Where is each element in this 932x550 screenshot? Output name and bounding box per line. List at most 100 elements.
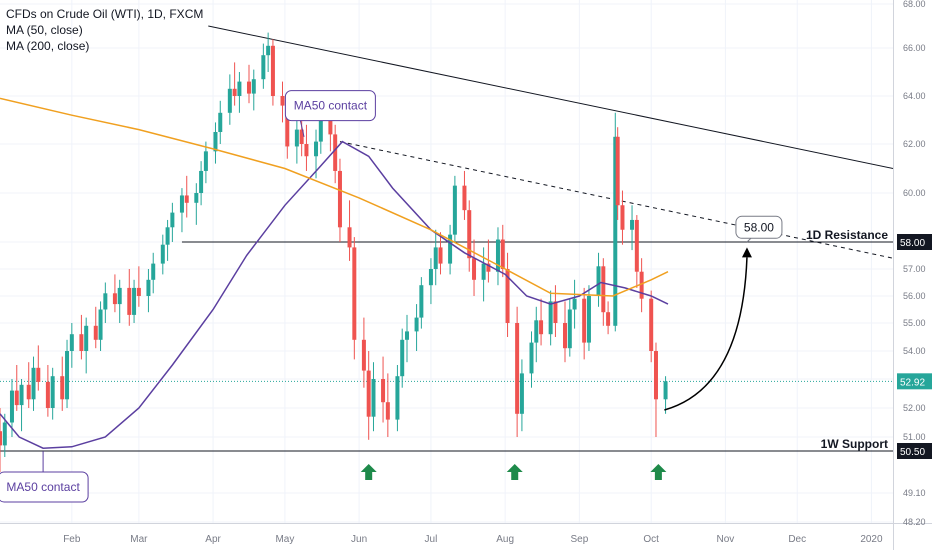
ma200-legend-label: MA (200, close) (6, 39, 90, 53)
candle-body (467, 210, 472, 259)
candle-body (582, 298, 587, 343)
candle-down (361, 317, 366, 388)
price-tick-label: 56.00 (903, 291, 926, 301)
candle-body (203, 151, 208, 171)
candle-down (304, 124, 309, 171)
candle-body (26, 384, 31, 400)
candle-up (586, 285, 591, 351)
ma50-line (0, 140, 669, 449)
candle-body (366, 370, 371, 417)
price-tick-label: 64.00 (903, 91, 926, 101)
candle-body (45, 381, 50, 408)
candle-body (218, 112, 223, 132)
candle-body (639, 271, 644, 299)
candle-up (433, 229, 438, 286)
ma50-contact-top-callout-pointer (299, 120, 305, 137)
ma50-contact-top-callout: MA50 contact (284, 90, 376, 137)
candle-body (649, 298, 654, 351)
candle-up (448, 224, 453, 275)
candle-body (318, 120, 323, 142)
candle-up (2, 413, 7, 457)
price-tick-label: 66.00 (903, 43, 926, 53)
candle-up (395, 365, 400, 432)
annotations: MA50 contact MA50 contact 58.00 (0, 90, 783, 503)
candle-body (606, 312, 611, 326)
candle-down (462, 170, 467, 220)
candle-up (400, 328, 405, 388)
candle-body (285, 105, 290, 147)
candle-body (452, 185, 457, 235)
support-price-label: 50.50 (897, 443, 932, 459)
support-label: 1W Support (821, 437, 888, 451)
candle-body (495, 239, 500, 272)
candle-up (414, 304, 419, 351)
candle-up (160, 234, 165, 275)
candle-body (653, 351, 658, 400)
ma50-contact-top-callout-text: MA50 contact (294, 99, 368, 113)
candle-up (151, 252, 156, 294)
candle-body (596, 266, 601, 296)
time-axis: Feb Mar Apr May Jun Jul Aug Sep Oct Nov Dec 2020 (63, 534, 883, 545)
candle-down (352, 237, 357, 360)
ma50-legend-label: MA (50, close) (6, 23, 83, 37)
candle-body (14, 390, 19, 406)
candle-body (481, 263, 486, 280)
arrowhead-icon (741, 247, 752, 258)
candle-up (199, 161, 204, 206)
candle-body (529, 342, 534, 374)
target-price-callout-box (735, 215, 783, 239)
candle-up (261, 43, 266, 89)
candle-up (452, 175, 457, 242)
candle-down (79, 314, 84, 360)
up-arrow-icon (650, 464, 667, 480)
price-tick-label: 54.00 (903, 346, 926, 356)
candle-down (184, 175, 189, 218)
candle-up (481, 247, 486, 302)
candle-body (84, 325, 89, 351)
candle-up (630, 205, 635, 251)
candle-up (596, 252, 601, 307)
candle-body (381, 379, 386, 403)
time-tick-label: Apr (205, 534, 221, 545)
candle-up (428, 258, 433, 305)
key-levels: 1D Resistance 1W Support (0, 228, 893, 452)
candle-body (31, 367, 36, 400)
candle-down (36, 345, 41, 391)
candle-body (280, 96, 285, 106)
candle-body (132, 287, 137, 315)
time-tick-label: 2020 (860, 534, 883, 545)
candle-down (246, 64, 251, 104)
price-tick-label: 57.00 (903, 264, 926, 274)
candle-up (98, 301, 103, 351)
price-tick-label: 51.00 (903, 432, 926, 442)
candle-body (472, 258, 477, 280)
candle-body (251, 79, 256, 94)
candle-up (213, 122, 218, 164)
target-price-callout-text: 58.00 (744, 220, 774, 234)
resistance-price-label: 58.00 (897, 234, 932, 250)
candle-down (649, 290, 654, 363)
price-tick-label: 68.00 (903, 0, 926, 9)
candle-body (127, 287, 132, 315)
up-arrow-icon (360, 464, 377, 480)
candle-body (213, 132, 218, 152)
candle-up (165, 219, 170, 261)
candle-body (428, 269, 433, 286)
candle-body (69, 334, 74, 351)
candle-body (93, 325, 98, 340)
candle-up (103, 282, 108, 323)
candle-body (352, 247, 357, 340)
candle-down (0, 408, 2, 472)
candle-body (50, 376, 55, 408)
candle-up (237, 72, 242, 113)
candle-body (117, 287, 122, 305)
candle-down (232, 62, 237, 106)
price-tick-label: 60.00 (903, 188, 926, 198)
candle-body (663, 381, 668, 400)
price-tick-label: 55.00 (903, 318, 926, 328)
candle-body (328, 120, 333, 135)
candle-body (194, 193, 199, 203)
candle-up (419, 277, 424, 329)
candle-up (294, 117, 299, 164)
